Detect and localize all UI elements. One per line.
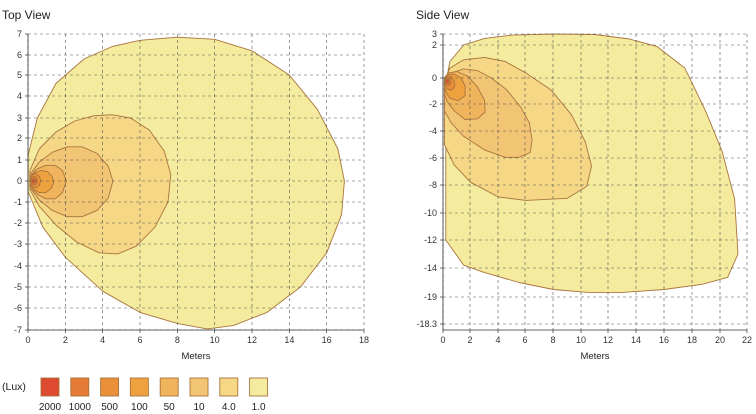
y-tick-label: -6 — [14, 303, 22, 313]
x-tick-label: 14 — [284, 335, 294, 345]
legend-label: 10 — [193, 402, 205, 413]
legend-label: 1000 — [69, 402, 92, 413]
x-tick-label: 6 — [137, 335, 142, 345]
legend-swatch — [100, 377, 120, 397]
x-tick-label: 2 — [467, 335, 472, 345]
x-tick-label: 16 — [659, 335, 669, 345]
y-tick-label: -18.3 — [416, 319, 437, 329]
y-tick-label: -19 — [424, 292, 437, 302]
lux-legend: (Lux) 2000 1000 500 100 50 10 4.0 1.0 — [2, 377, 269, 413]
legend-label: 100 — [131, 402, 148, 413]
y-tick-label: 0 — [432, 73, 437, 83]
y-tick-label: -14 — [424, 263, 437, 273]
y-tick-label: 0 — [17, 176, 22, 186]
x-tick-label: 16 — [322, 335, 332, 345]
y-tick-label: -4 — [429, 126, 437, 136]
x-tick-label: 4 — [495, 335, 500, 345]
y-tick-label: 4 — [17, 91, 22, 101]
legend-unit-label: (Lux) — [2, 381, 26, 393]
legend-label: 2000 — [39, 402, 62, 413]
x-tick-label: 22 — [742, 335, 752, 345]
x-tick-label: 12 — [247, 335, 257, 345]
y-tick-label: -12 — [424, 235, 437, 245]
x-tick-label: 0 — [25, 335, 30, 345]
legend-swatch — [189, 377, 209, 397]
y-tick-label: 3 — [432, 29, 437, 39]
y-tick-label: -2 — [14, 218, 22, 228]
y-tick-label: -7 — [14, 325, 22, 335]
chart-title: Top View — [2, 8, 51, 22]
x-tick-label: 10 — [210, 335, 220, 345]
x-tick-label: 2 — [63, 335, 68, 345]
x-tick-label: 10 — [576, 335, 586, 345]
contour-2000 — [445, 78, 450, 84]
y-tick-label: -5 — [14, 282, 22, 292]
legend-swatch — [129, 377, 149, 397]
x-tick-label: 4 — [100, 335, 105, 345]
legend-label: 4.0 — [222, 402, 236, 413]
x-tick-label: 6 — [522, 335, 527, 345]
y-tick-label: -10 — [424, 208, 437, 218]
x-axis-label: Meters — [580, 351, 609, 362]
x-axis-label: Meters — [181, 351, 210, 362]
y-tick-label: 1 — [17, 155, 22, 165]
legend-swatch — [40, 377, 60, 397]
legend-label: 50 — [164, 402, 176, 413]
y-tick-label: -8 — [429, 180, 437, 190]
x-tick-label: 14 — [631, 335, 641, 345]
legend-label: 500 — [101, 402, 118, 413]
y-tick-label: 7 — [17, 29, 22, 39]
legend-swatch — [70, 377, 90, 397]
contour-2000 — [31, 178, 36, 184]
y-tick-label: -6 — [429, 153, 437, 163]
legend-swatch — [159, 377, 179, 397]
x-tick-label: 8 — [175, 335, 180, 345]
legend-swatch — [219, 377, 239, 397]
x-tick-label: 8 — [550, 335, 555, 345]
y-tick-label: 3 — [17, 113, 22, 123]
legend-swatch — [249, 377, 269, 397]
y-tick-label: 6 — [17, 50, 22, 60]
x-tick-label: 20 — [715, 335, 725, 345]
legend-label: 1.0 — [252, 402, 266, 413]
y-tick-label: 2 — [432, 40, 437, 50]
x-tick-label: 18 — [359, 335, 369, 345]
y-tick-label: -1 — [14, 197, 22, 207]
y-tick-label: 5 — [17, 70, 22, 80]
y-tick-label: -4 — [14, 261, 22, 271]
x-tick-label: 18 — [687, 335, 697, 345]
x-tick-label: 0 — [440, 335, 445, 345]
x-tick-label: 12 — [603, 335, 613, 345]
y-tick-label: 2 — [17, 133, 22, 143]
contour-1-0 — [27, 36, 345, 330]
y-tick-label: -3 — [14, 239, 22, 249]
chart-title: Side View — [416, 8, 469, 22]
y-tick-label: -2 — [429, 99, 437, 109]
